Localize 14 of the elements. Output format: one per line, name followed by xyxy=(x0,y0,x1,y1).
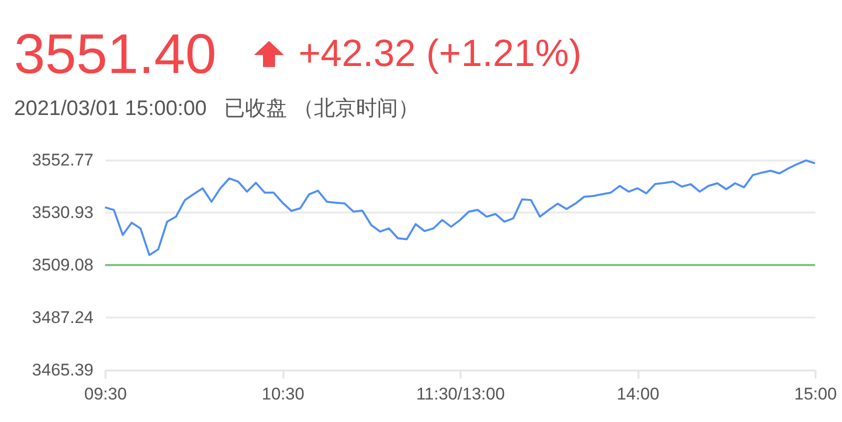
x-tick-label: 14:00 xyxy=(616,384,660,404)
chart-title: 3551.40 xyxy=(14,22,216,86)
x-tick-label: 11:30/13:00 xyxy=(416,384,505,404)
y-tick-label: 3465.39 xyxy=(32,360,94,380)
y-tick-label: 3487.24 xyxy=(32,308,94,327)
line-series xyxy=(104,159,816,256)
text: +42.32 (+1.21%) xyxy=(298,32,582,76)
y-tick-label: 3509.08 xyxy=(32,256,94,274)
y-tick-label: 3552.77 xyxy=(32,150,94,170)
x-tick-label: 15:00 xyxy=(794,384,837,404)
x-tick-label: 09:30 xyxy=(84,384,127,404)
x-tick-label: 10:30 xyxy=(262,384,304,404)
chart-subtitle: 2021/03/01 15:00:00 已收盘 （北京时间） xyxy=(14,96,420,122)
y-tick-label: 3530.93 xyxy=(32,202,94,222)
